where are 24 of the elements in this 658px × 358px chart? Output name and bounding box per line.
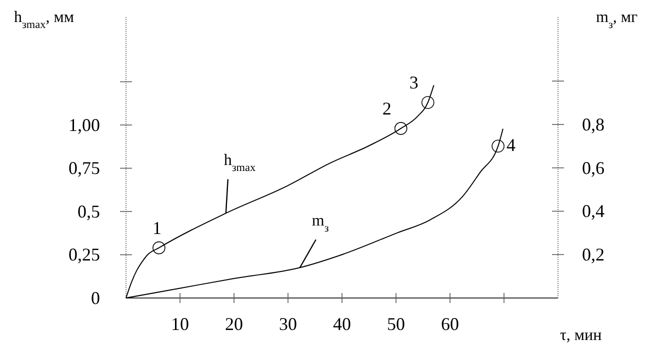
- x-tick-label: 40: [333, 314, 351, 334]
- y-tick-label: 0,25: [68, 244, 100, 265]
- annotation: 2: [382, 98, 392, 118]
- y-axis-title: h$_{зmax}$, мм: [14, 9, 74, 31]
- y2-axis-title: m$_{з}$, мг: [596, 9, 638, 31]
- x-tick-label: 60: [441, 314, 459, 334]
- annotation: 3: [409, 72, 418, 93]
- y-tick-label: 0: [91, 288, 100, 308]
- y-tick-label: 0,5: [78, 201, 100, 222]
- x-axis-title: τ, мин: [560, 327, 602, 344]
- annotation: 4: [506, 135, 516, 156]
- x-tick-label: 10: [171, 314, 189, 334]
- y-tick-label: 1,00: [68, 114, 100, 135]
- series-label: m$_{з}$: [312, 212, 330, 235]
- y2-tick-label: 0,6: [582, 158, 604, 178]
- y2-tick-label: 0,8: [582, 114, 604, 134]
- y2-tick-label: 0,4: [582, 201, 604, 222]
- x-tick-label: 30: [279, 314, 297, 334]
- x-tick-label: 50: [387, 314, 405, 334]
- x-tick-label: 20: [225, 314, 243, 334]
- series-label: h$_{зmax}$: [224, 152, 256, 174]
- annotation: 1: [152, 218, 162, 238]
- y-tick-label: 0,75: [68, 158, 100, 178]
- y2-tick-label: 0,2: [582, 244, 604, 265]
